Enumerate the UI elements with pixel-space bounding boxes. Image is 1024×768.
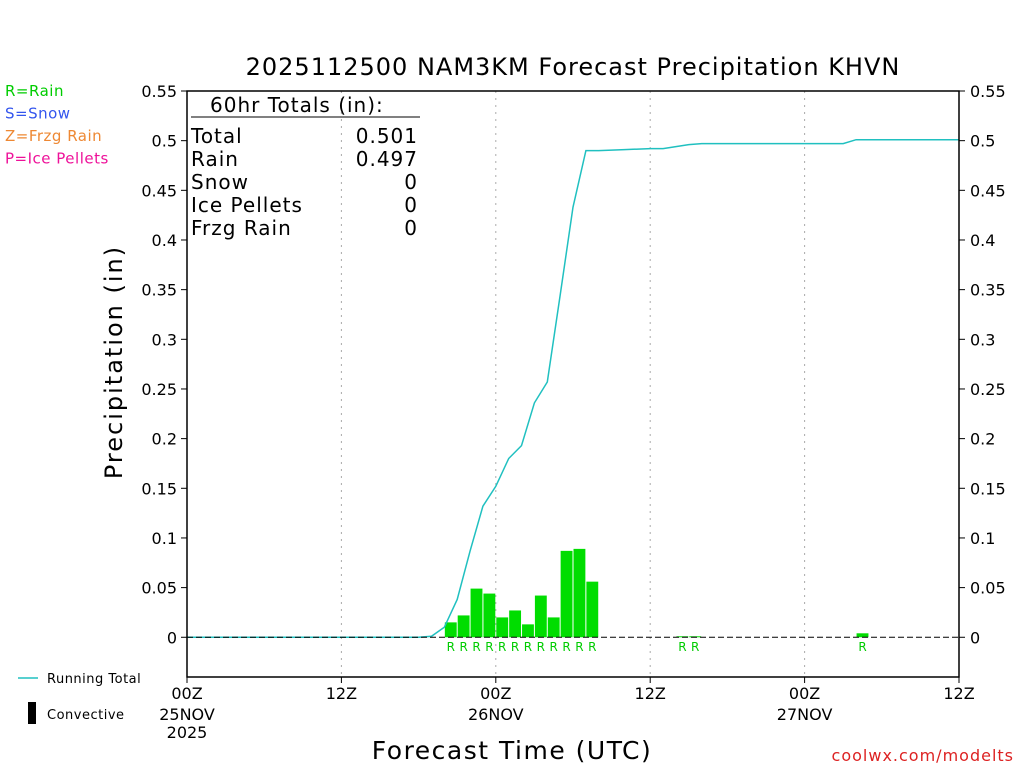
precip-bar (534, 595, 547, 638)
x-tick-date: 26NOV (468, 705, 524, 724)
totals-row-value: 0.497 (356, 147, 418, 171)
plot-frame (186, 90, 960, 678)
legend-label: Running Total (47, 672, 141, 687)
totals-rows: Total 0.501 Rain 0.497 Snow 0 Ice Pellets 0 Frzg… (190, 124, 418, 240)
y-tick-label-left: 0.55 (141, 82, 177, 101)
precip-bar (586, 581, 599, 638)
x-tick-date: 25NOV (159, 705, 215, 724)
precip-bar (444, 622, 457, 638)
ptype-legend-item: R=Rain (5, 82, 64, 100)
y-tick-label-right: 0.1 (970, 529, 995, 548)
totals-row-value: 0.501 (356, 124, 418, 148)
y-tick-label-right: 0.45 (970, 181, 1006, 200)
y-tick-label-left: 0 (167, 628, 177, 647)
x-tick-label: 00Z (789, 684, 820, 703)
precip-bar (856, 633, 869, 638)
precip-bar (560, 550, 573, 638)
y-tick-label-left: 0.2 (152, 430, 177, 449)
x-tick-label: 12Z (326, 684, 357, 703)
y-tick-label-left: 0.25 (141, 380, 177, 399)
totals-row-label: Frzg Rain (191, 216, 292, 240)
x-tick-year: 2025 (167, 723, 208, 742)
y-tick-label-right: 0.25 (970, 380, 1006, 399)
totals-row-label: Rain (191, 147, 239, 171)
chart-title: 2025112500 NAM3KM Forecast Precipitation… (246, 53, 901, 81)
ptype-label: R (562, 640, 570, 654)
ptype-legend-item: P=Ice Pellets (5, 150, 109, 168)
y-tick-label-right: 0.35 (970, 281, 1006, 300)
y-tick-label-right: 0.15 (970, 479, 1006, 498)
y-tick-label-left: 0.35 (141, 281, 177, 300)
totals-row-value: 0 (404, 216, 418, 240)
totals-box: 60hr Totals (in): Total 0.501 Rain 0.497 Sno… (190, 93, 420, 240)
x-tick-date: 27NOV (777, 705, 833, 724)
running-total-series (187, 138, 959, 639)
y-tick-label-left: 0.5 (152, 132, 177, 151)
y-tick-label-right: 0.5 (970, 132, 995, 151)
x-tick-label: 00Z (171, 684, 202, 703)
totals-heading: 60hr Totals (in): (210, 93, 384, 117)
totals-row-label: Snow (191, 170, 249, 194)
totals-row-label: Ice Pellets (191, 193, 303, 217)
ptype-label: R (485, 640, 493, 654)
y-tick-label-left: 0.4 (152, 231, 177, 250)
ptype-label: R (447, 640, 455, 654)
ptype-label: R (511, 640, 519, 654)
ptype-label: R (498, 640, 506, 654)
ptype-label: R (472, 640, 480, 654)
y-axis-label: Precipitation (in) (100, 245, 128, 479)
legend-label: Convective (47, 708, 125, 723)
precip-bar (483, 593, 496, 638)
legend-bar-swatch (28, 702, 36, 724)
y-tick-label-right: 0 (970, 628, 980, 647)
ptype-label: R (524, 640, 532, 654)
ptype-label: R (459, 640, 467, 654)
ptype-legend: R=Rain S=Snow Z=Frzg Rain P=Ice Pellets (5, 82, 109, 168)
y-tick-label-left: 0.3 (152, 330, 177, 349)
precip-bar (509, 610, 522, 638)
ptype-label: R (550, 640, 558, 654)
y-axis-left: 0 0.05 0.1 0.15 0.2 0.25 0.3 0.35 0.4 0.45 0.5 0.55 (141, 82, 187, 647)
x-tick-label: 12Z (943, 684, 974, 703)
precip-bar (457, 615, 470, 638)
y-tick-label-right: 0.55 (970, 82, 1006, 101)
ptype-legend-item: S=Snow (5, 105, 71, 123)
x-tick-label: 12Z (635, 684, 666, 703)
y-tick-label-right: 0.4 (970, 231, 995, 250)
credit-text: coolwx.com/modelts (832, 746, 1014, 765)
totals-row-value: 0 (404, 193, 418, 217)
precip-bar (470, 588, 483, 638)
ptype-label: R (691, 640, 699, 654)
y-tick-label-right: 0.3 (970, 330, 995, 349)
x-axis-label: Forecast Time (UTC) (372, 736, 652, 765)
y-tick-label-left: 0.15 (141, 479, 177, 498)
series-legend: Running Total Convective (18, 672, 141, 724)
x-tick-label: 00Z (480, 684, 511, 703)
y-tick-label-left: 0.1 (152, 529, 177, 548)
precip-bars (444, 548, 869, 638)
y-tick-label-left: 0.05 (141, 579, 177, 598)
y-tick-label-right: 0.05 (970, 579, 1006, 598)
precip-bar (547, 617, 560, 638)
y-tick-label-left: 0.45 (141, 181, 177, 200)
precip-bar (522, 624, 534, 638)
ptype-label: R (588, 640, 596, 654)
ptype-label: R (537, 640, 545, 654)
precip-bar (573, 548, 586, 638)
ptype-label: R (678, 640, 686, 654)
totals-row-label: Total (190, 124, 243, 148)
precip-bar (496, 617, 509, 638)
y-axis-right: 0 0.05 0.1 0.15 0.2 0.25 0.3 0.35 0.4 0.45 0.5 0.55 (959, 82, 1006, 647)
y-tick-label-right: 0.2 (970, 430, 995, 449)
ptype-label: R (858, 640, 866, 654)
totals-row-value: 0 (404, 170, 418, 194)
ptype-legend-item: Z=Frzg Rain (5, 127, 102, 145)
running-total-line (187, 138, 959, 639)
ptype-label: R (575, 640, 583, 654)
